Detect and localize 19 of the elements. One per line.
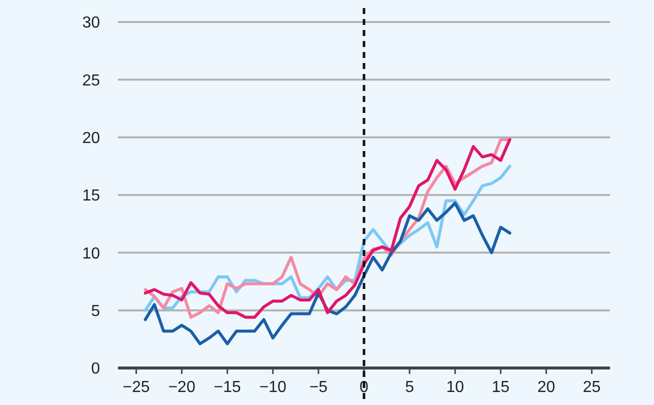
y-tick-label: 10 — [82, 245, 100, 262]
y-tick-label: 15 — [82, 188, 100, 205]
y-tick-label: 20 — [82, 130, 100, 147]
line-series — [144, 202, 512, 346]
x-tick-label: 0 — [360, 379, 369, 396]
x-tick-label: 20 — [537, 379, 556, 396]
x-tick-label: −20 — [168, 379, 196, 396]
y-tick-label: 25 — [82, 72, 100, 90]
y-tick-label: 0 — [91, 360, 100, 378]
x-tick-label: 25 — [582, 379, 601, 396]
x-tick-label: 5 — [405, 379, 414, 396]
x-tick-label: 10 — [446, 379, 464, 396]
x-tick-label: 15 — [492, 379, 510, 396]
x-tick-label: −5 — [309, 379, 328, 396]
x-tick-label: −25 — [122, 379, 150, 396]
y-tick-label: 5 — [91, 302, 100, 320]
x-tick-label: −15 — [214, 379, 242, 396]
x-tick-label: −10 — [259, 379, 287, 396]
y-tick-label: 30 — [82, 14, 100, 32]
